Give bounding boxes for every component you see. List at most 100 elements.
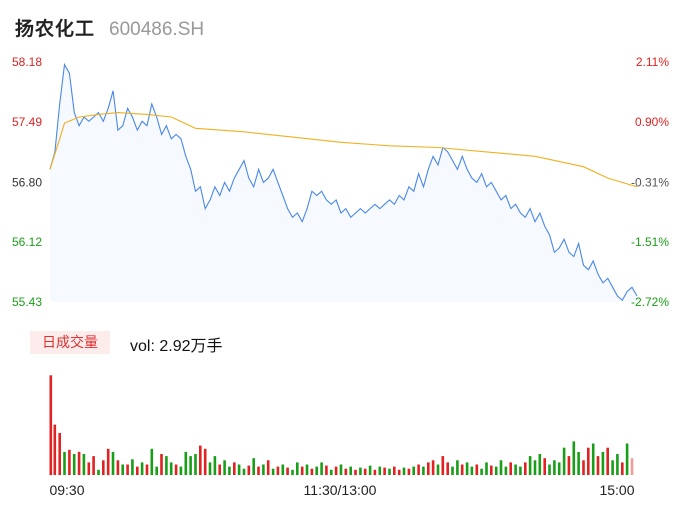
- volume-bar: [480, 468, 483, 475]
- volume-bar: [611, 460, 614, 475]
- volume-bar: [519, 466, 522, 475]
- volume-bar: [174, 464, 178, 475]
- volume-bar: [233, 462, 236, 475]
- volume-bar: [330, 469, 333, 476]
- volume-bar: [82, 454, 86, 475]
- volume-bar: [567, 456, 571, 475]
- volume-bar: [223, 460, 226, 475]
- volume-bar: [456, 460, 459, 475]
- volume-period-tag[interactable]: 日成交量: [30, 331, 110, 354]
- volume-bar: [412, 466, 415, 475]
- price-tick-label: 58.18: [12, 55, 42, 69]
- volume-bar: [625, 443, 629, 475]
- volume-bar: [325, 465, 328, 475]
- volume-bar: [305, 464, 309, 475]
- volume-bar: [621, 462, 624, 475]
- volume-bar: [213, 456, 217, 475]
- stock-name: 扬农化工: [15, 19, 96, 40]
- volume-bar: [126, 464, 129, 475]
- volume-bar: [577, 451, 580, 475]
- volume-bar: [87, 462, 91, 475]
- volume-bar: [368, 465, 372, 475]
- volume-bar: [315, 466, 318, 475]
- volume-bar: [237, 464, 241, 475]
- volume-bar: [339, 464, 343, 475]
- volume-bar: [160, 454, 163, 475]
- volume-bar: [548, 464, 551, 475]
- volume-bar: [499, 460, 503, 475]
- percent-tick-label: -1.51%: [631, 235, 669, 249]
- time-tick-label: 15:00: [599, 482, 634, 498]
- volume-bar: [543, 458, 546, 475]
- volume-bar: [111, 451, 115, 475]
- volume-bar: [557, 462, 561, 475]
- volume-bar: [470, 466, 474, 475]
- volume-bar: [388, 468, 391, 475]
- volume-bar: [266, 460, 270, 475]
- volume-bar: [121, 464, 124, 475]
- volume-bar: [616, 454, 619, 475]
- price-tick-label: 57.49: [12, 115, 42, 129]
- volume-bar: [320, 462, 323, 475]
- volume-bar: [402, 467, 406, 475]
- volume-bar: [179, 466, 183, 475]
- volume-bar: [262, 464, 265, 475]
- volume-bar: [359, 467, 362, 475]
- volume-bar: [524, 462, 527, 475]
- volume-bar: [553, 460, 556, 475]
- stock-code: 600486.SH: [109, 19, 205, 40]
- volume-bar: [601, 451, 605, 475]
- volume-bar: [228, 466, 231, 475]
- stock-header: 扬农化工 600486.SH: [15, 14, 204, 40]
- volume-bar: [291, 469, 294, 476]
- volume-bar: [194, 454, 197, 475]
- price-area: [50, 64, 637, 302]
- volume-bar: [475, 464, 479, 475]
- volume-bar: [436, 464, 440, 475]
- volume-bar: [572, 441, 576, 475]
- volume-bar: [247, 465, 251, 475]
- volume-bar: [310, 468, 314, 475]
- volume-bar: [189, 456, 192, 475]
- volume-bar: [363, 468, 367, 475]
- volume-bar: [203, 448, 207, 476]
- volume-bar: [373, 469, 377, 476]
- percent-tick-label: -2.72%: [631, 295, 669, 309]
- volume-bar: [397, 469, 401, 476]
- volume-bar: [334, 466, 338, 475]
- volume-bar: [431, 460, 435, 475]
- volume-bar: [446, 462, 449, 475]
- volume-bar: [131, 459, 134, 476]
- volume-bar: [242, 468, 246, 475]
- volume-bar: [460, 464, 464, 475]
- volume-bar: [208, 462, 212, 475]
- volume-bar: [49, 375, 53, 476]
- volume-bar: [218, 464, 221, 475]
- volume-bar: [582, 460, 585, 475]
- price-tick-label: 56.12: [12, 235, 42, 249]
- volume-bar: [465, 462, 469, 475]
- volume-bar: [281, 464, 285, 475]
- volume-bar: [92, 456, 95, 475]
- volume-bar: [417, 464, 420, 475]
- volume-bar: [77, 451, 81, 475]
- volume-bar: [63, 451, 66, 475]
- volume-bar: [528, 456, 532, 475]
- volume-bar: [591, 443, 595, 475]
- volume-bar: [422, 466, 425, 475]
- volume-bar: [165, 456, 168, 475]
- volume-bar: [169, 462, 173, 475]
- volume-bar: [257, 466, 260, 475]
- volume-bar: [97, 469, 100, 476]
- volume-bar: [72, 454, 76, 475]
- volume-bar: [300, 466, 304, 475]
- volume-bar: [116, 460, 120, 475]
- volume-bar: [562, 447, 566, 475]
- percent-tick-label: 0.90%: [635, 115, 669, 129]
- volume-bar: [630, 458, 634, 475]
- volume-bar: [349, 466, 352, 475]
- volume-bar: [68, 449, 71, 475]
- percent-tick-label: 2.11%: [636, 55, 669, 69]
- volume-bar: [451, 466, 454, 475]
